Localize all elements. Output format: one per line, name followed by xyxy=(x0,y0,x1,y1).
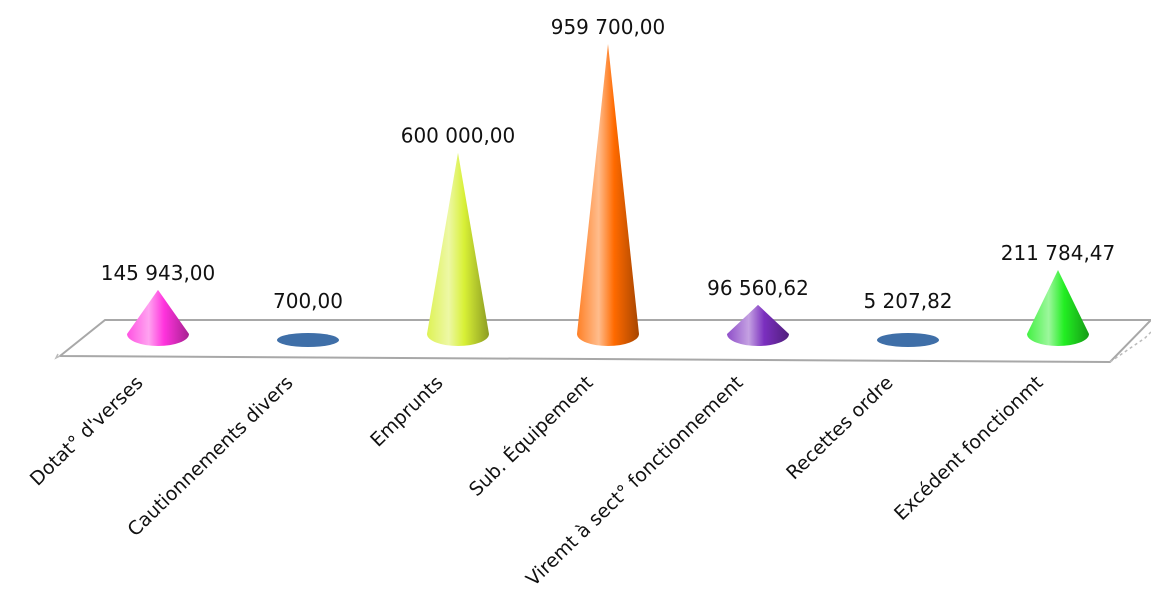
data-label: 600 000,00 xyxy=(401,124,516,148)
data-label: 700,00 xyxy=(273,289,343,313)
data-label: 5 207,82 xyxy=(863,289,952,313)
cone-mark xyxy=(127,289,189,346)
data-label: 96 560,62 xyxy=(707,276,809,300)
cone-mark xyxy=(1027,270,1089,346)
category-label: Excédent fonctionmt xyxy=(890,372,1047,525)
cone-mark xyxy=(277,333,339,347)
cone-mark xyxy=(877,333,939,347)
cone-body xyxy=(1027,270,1089,346)
cone-body xyxy=(727,304,789,346)
data-label: 959 700,00 xyxy=(551,15,666,39)
cone-body xyxy=(127,289,189,346)
category-label: Sub. Équipement xyxy=(464,371,597,501)
cone-mark xyxy=(577,44,639,346)
cone-body xyxy=(577,44,639,346)
cone-mark xyxy=(427,152,489,346)
category-label: Dotat° d'verses xyxy=(26,372,148,491)
cone-body xyxy=(427,152,489,346)
cone-series xyxy=(127,44,1089,347)
cone-disc xyxy=(877,333,939,347)
data-labels: 145 943,00 700,00 600 000,00 959 700,00 96 5… xyxy=(101,15,1116,313)
data-label: 211 784,47 xyxy=(1001,241,1116,265)
category-label: Cautionnements divers xyxy=(123,372,297,541)
cone-mark xyxy=(727,304,789,346)
cone-disc xyxy=(277,333,339,347)
data-label: 145 943,00 xyxy=(101,261,216,285)
category-label: Emprunts xyxy=(366,372,447,452)
category-label: Recettes ordre xyxy=(782,372,897,484)
